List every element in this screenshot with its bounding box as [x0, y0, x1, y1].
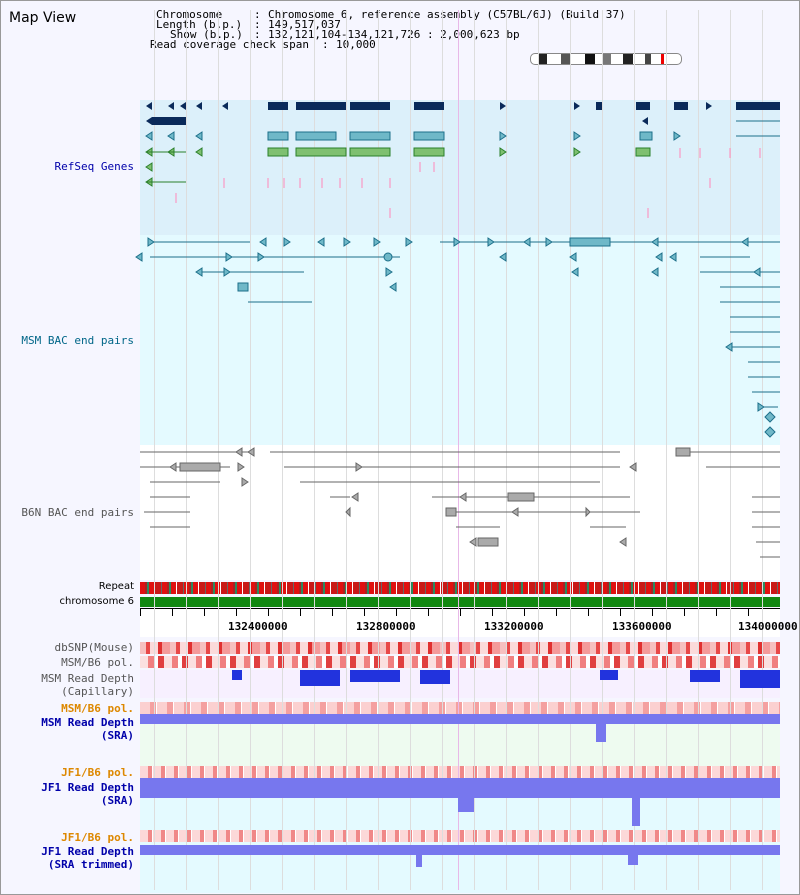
track-label-msm-pol[interactable]: MSM/B6 pol.: [61, 656, 134, 669]
jf1-pol-trim-track: [140, 830, 780, 842]
chromosome-band: [140, 597, 780, 607]
coverage-label: Read coverage check span: [150, 38, 309, 51]
axis-tick-marks: [140, 608, 780, 616]
page-title: Map View: [9, 10, 77, 26]
track-label-dbsnp[interactable]: dbSNP(Mouse): [54, 641, 134, 654]
jf1-pol-sra-track: [140, 766, 780, 778]
coverage-value: 10,000: [336, 38, 376, 51]
track-label-msm-pol-sra[interactable]: MSM/B6 pol.: [61, 702, 134, 715]
chromosome-ideogram[interactable]: [530, 53, 682, 65]
msm-read-cap-track: [140, 670, 780, 698]
axis-tick-4: 133600000: [612, 620, 672, 633]
repeat-track: [140, 582, 780, 594]
track-label-msm-bac[interactable]: MSM BAC end pairs: [21, 334, 134, 347]
track-label-msm-read-cap[interactable]: MSM Read Depth (Capillary): [41, 672, 134, 698]
dbsnp-track: [140, 642, 780, 654]
track-label-chromosome: chromosome 6: [59, 596, 134, 607]
msm-pol-sra-track: [140, 702, 780, 714]
show-value: 132,121,104-134,121,726 : 2,000,623 bp: [268, 28, 520, 41]
track-label-repeat: Repeat: [98, 581, 134, 592]
refseq-track: [140, 100, 780, 235]
length-label: Length (b.p.): [156, 18, 243, 31]
msm-bac-track: [140, 235, 780, 445]
length-value: 149,517,037: [268, 18, 341, 31]
track-label-msm-read-sra[interactable]: MSM Read Depth (SRA): [41, 716, 134, 742]
axis-tick-2: 132800000: [356, 620, 416, 633]
track-label-jf1-read-sra[interactable]: JF1 Read Depth (SRA): [41, 781, 134, 807]
chromosome-label: Chromosome: [156, 8, 223, 21]
track-label-jf1-pol-trim[interactable]: JF1/B6 pol.: [61, 831, 134, 844]
axis-tick-1: 132400000: [228, 620, 288, 633]
show-label: Show (b.p.): [170, 28, 243, 41]
chromosome-value: Chromosome 6, reference assembly (C57BL/…: [268, 8, 626, 21]
track-label-jf1-read-trim[interactable]: JF1 Read Depth (SRA trimmed): [41, 845, 134, 871]
axis-tick-3: 133200000: [484, 620, 544, 633]
track-label-b6n-bac[interactable]: B6N BAC end pairs: [21, 506, 134, 519]
msm-pol-track: [140, 656, 780, 668]
axis-tick-5: 134000000: [738, 620, 798, 633]
track-label-refseq[interactable]: RefSeq Genes: [54, 160, 134, 173]
track-label-jf1-pol-sra[interactable]: JF1/B6 pol.: [61, 766, 134, 779]
